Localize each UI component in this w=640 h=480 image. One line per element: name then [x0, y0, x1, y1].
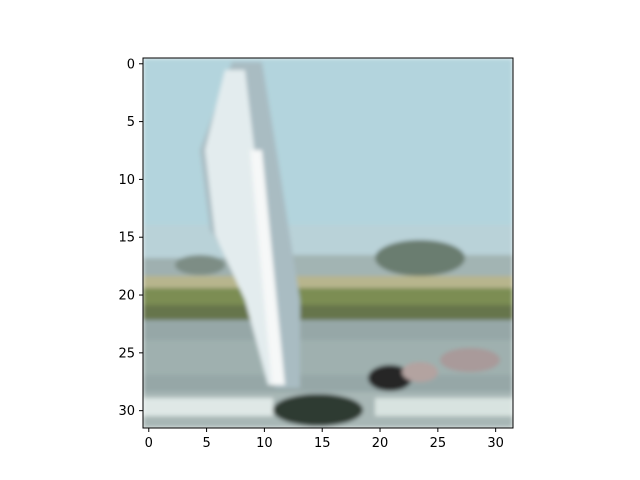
boat-pink-2: [402, 362, 438, 382]
x-axis: 0 5 10 15 20 25 30: [145, 428, 504, 451]
x-tick-label: 30: [487, 436, 504, 451]
trees-dark-2: [175, 255, 225, 275]
mast: [250, 150, 285, 385]
y-axis: 0 5 10 15 20 25 30: [118, 57, 143, 419]
foreground-white-right: [375, 398, 513, 416]
axes-frame: [142, 57, 514, 429]
y-tick-label: 0: [127, 57, 135, 72]
x-tick-label: 0: [145, 436, 153, 451]
y-tick-label: 15: [118, 231, 135, 246]
y-tick-label: 10: [118, 173, 135, 188]
y-tick-label: 20: [118, 289, 135, 304]
x-tick-label: 20: [372, 436, 389, 451]
x-tick-label: 10: [256, 436, 273, 451]
grass-yellow: [143, 276, 513, 290]
boat-dark: [368, 365, 412, 391]
trees-dark: [375, 240, 465, 276]
photo: [143, 58, 513, 428]
foreground-white-left: [143, 398, 273, 416]
boat-pink: [440, 348, 500, 372]
y-tick-label: 30: [118, 404, 135, 419]
x-tick-label: 25: [430, 436, 447, 451]
shore-dark: [143, 305, 513, 321]
y-tick-label: 5: [127, 115, 135, 130]
x-tick-label: 15: [314, 436, 331, 451]
x-tick-label: 5: [202, 436, 210, 451]
grass-green: [143, 288, 513, 308]
hull-dark: [273, 394, 363, 426]
image-area: [143, 58, 513, 428]
y-tick-label: 25: [118, 346, 135, 361]
